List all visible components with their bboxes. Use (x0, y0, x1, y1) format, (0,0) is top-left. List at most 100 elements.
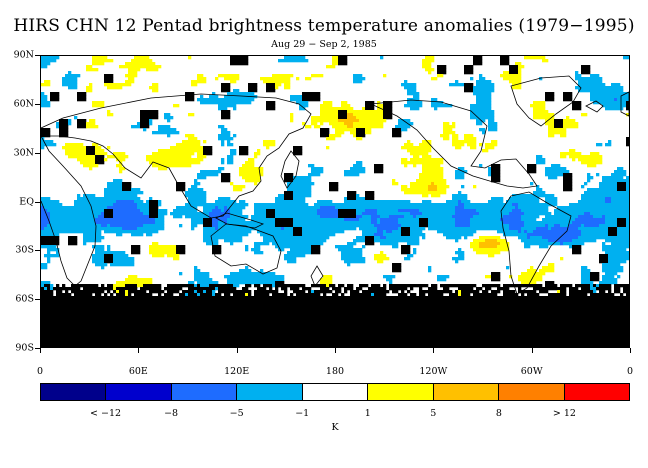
anomaly-cell (500, 74, 522, 78)
anomaly-cell (518, 203, 558, 207)
missing-data-cell (626, 293, 629, 297)
anomaly-cell (533, 113, 555, 117)
anomaly-cell (581, 269, 591, 273)
missing-data-cell (419, 224, 429, 228)
anomaly-cell (371, 218, 378, 222)
anomaly-cell (230, 209, 243, 213)
anomaly-cell (167, 254, 180, 258)
anomaly-cell (395, 125, 411, 129)
anomaly-cell (410, 233, 426, 237)
anomaly-cell (359, 227, 378, 231)
anomaly-cell (152, 152, 195, 156)
anomaly-cell (575, 86, 624, 90)
missing-data-cell (617, 224, 627, 228)
anomaly-cell (479, 242, 501, 246)
missing-data-cell (140, 110, 159, 114)
missing-data-cell (617, 218, 627, 222)
anomaly-cell (227, 155, 234, 159)
anomaly-cell (419, 209, 456, 213)
colorbar-label: < −12 (90, 408, 122, 419)
coastline-path (210, 223, 282, 275)
anomaly-cell (551, 164, 561, 168)
anomaly-cell (518, 275, 543, 279)
anomaly-cell (215, 287, 219, 291)
anomaly-cell (41, 230, 102, 234)
anomaly-cell (488, 254, 495, 258)
anomaly-cell (398, 221, 420, 225)
anomaly-cell (263, 239, 327, 243)
anomaly-cell (227, 143, 234, 147)
anomaly-cell (86, 65, 93, 69)
missing-data-cell (56, 293, 72, 297)
anomaly-cell (275, 245, 312, 249)
anomaly-cell (230, 182, 234, 186)
anomaly-cell (326, 137, 336, 141)
missing-data-cell (491, 170, 501, 174)
anomaly-cell (44, 227, 123, 231)
anomaly-cell (140, 209, 150, 213)
anomaly-cell (383, 230, 387, 234)
missing-data-cell (86, 146, 96, 150)
anomaly-cell (320, 107, 354, 111)
anomaly-cell (524, 242, 561, 246)
anomaly-cell (65, 143, 84, 147)
anomaly-cell (344, 218, 360, 222)
missing-data-cell (614, 290, 621, 294)
anomaly-cell (365, 131, 372, 135)
anomaly-cell (533, 101, 546, 105)
anomaly-cell (41, 65, 48, 69)
anomaly-cell (377, 230, 384, 234)
missing-data-cell (203, 218, 213, 222)
anomaly-cell (470, 113, 495, 117)
anomaly-cell (353, 134, 357, 138)
anomaly-cell (221, 158, 225, 162)
missing-data-cell (242, 287, 249, 291)
missing-data-cell (500, 59, 510, 63)
missing-data-cell (569, 290, 594, 294)
missing-data-cell (491, 176, 501, 180)
missing-data-cell (179, 293, 186, 297)
missing-data-cell (338, 56, 348, 60)
anomaly-cell (191, 221, 204, 225)
anomaly-cell (275, 200, 306, 204)
missing-data-cell (332, 293, 339, 297)
anomaly-cell (518, 71, 522, 75)
anomaly-cell (563, 125, 579, 129)
anomaly-cell (323, 101, 333, 105)
anomaly-cell (218, 107, 228, 111)
missing-data-cell (140, 125, 150, 129)
missing-data-cell (311, 245, 321, 249)
anomaly-cell (536, 227, 549, 231)
anomaly-cell (233, 89, 240, 93)
coastline-path (369, 99, 538, 189)
anomaly-cell (152, 164, 192, 168)
anomaly-cell (224, 239, 243, 243)
anomaly-cell (626, 218, 629, 222)
missing-data-cell (95, 161, 105, 165)
anomaly-cell (605, 251, 629, 255)
anomaly-cell (197, 98, 255, 102)
anomaly-cell (488, 128, 498, 132)
missing-data-cell (620, 293, 624, 297)
missing-data-cell (221, 113, 231, 117)
missing-data-cell (59, 128, 69, 132)
missing-data-cell (590, 278, 600, 282)
anomaly-cell (617, 227, 629, 231)
anomaly-cell (266, 146, 270, 150)
anomaly-cell (143, 212, 150, 216)
missing-data-cell (332, 287, 342, 291)
anomaly-cell (401, 185, 408, 189)
anomaly-cell (347, 242, 357, 246)
anomaly-cell (230, 80, 237, 84)
anomaly-cell (437, 230, 477, 234)
anomaly-cell (113, 212, 144, 216)
missing-data-cell (383, 104, 393, 108)
missing-data-cell (107, 290, 111, 294)
missing-data-cell (176, 182, 186, 186)
anomaly-cell (287, 182, 315, 186)
anomaly-cell (164, 116, 174, 120)
missing-data-cell (482, 290, 489, 294)
anomaly-cell (239, 269, 252, 273)
anomaly-cell (113, 215, 150, 219)
anomaly-cell (590, 92, 629, 96)
